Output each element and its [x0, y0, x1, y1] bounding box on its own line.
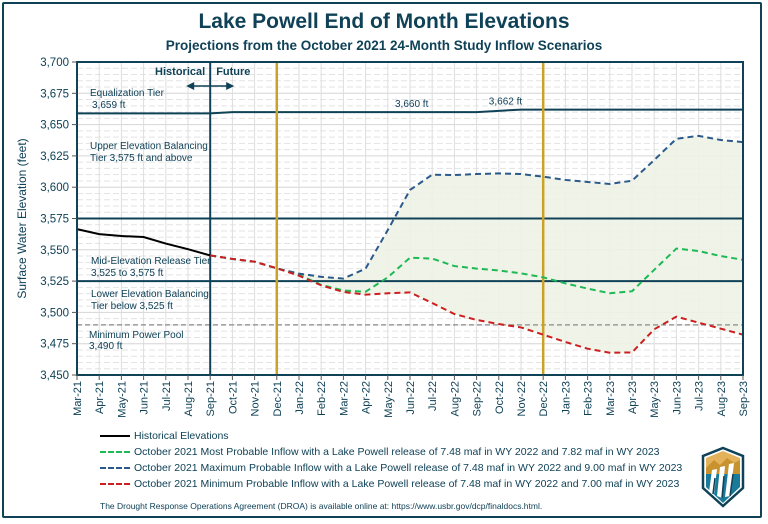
reclamation-logo-icon	[701, 446, 745, 508]
legend-label: October 2021 Most Probable Inflow with a…	[134, 446, 660, 458]
x-tick-label: Sep-21	[205, 381, 217, 416]
y-tick-label: 3,500	[40, 307, 69, 319]
x-tick-label: Oct-21	[227, 381, 239, 414]
x-tick-label: May-21	[116, 381, 128, 418]
legend-item-max-probable: October 2021 Maximum Probable Inflow wit…	[100, 460, 682, 476]
legend-label: Historical Elevations	[134, 430, 229, 442]
x-tick-label: May-23	[649, 381, 661, 418]
x-tick-label: Feb-22	[316, 381, 328, 416]
y-tick-label: 3,675	[40, 88, 69, 100]
x-tick-label: Jul-23	[694, 381, 706, 411]
x-tick-label: Jun-22	[405, 381, 417, 415]
arrow-left-head-icon	[186, 82, 195, 90]
y-tick-label: 3,450	[40, 370, 69, 382]
legend-swatch-min-probable	[100, 483, 130, 485]
legend-item-most-probable: October 2021 Most Probable Inflow with a…	[100, 444, 682, 460]
x-tick-label: Mar-21	[72, 381, 84, 416]
y-tick-label: 3,475	[40, 339, 69, 351]
x-tick-label: Sep-22	[472, 381, 484, 416]
mid-tier-label: Mid-Elevation Release Tier	[91, 256, 211, 267]
power-pool-label: Minimum Power Pool	[89, 330, 183, 341]
y-tick-label: 3,525	[40, 276, 69, 288]
equalization-tier-value: 3,659 ft	[92, 100, 126, 111]
x-tick-label: Jan-23	[560, 381, 572, 415]
x-tick-label: Apr-23	[627, 381, 639, 414]
x-tick-label: Nov-21	[250, 381, 262, 416]
x-tick-label: Mar-22	[338, 381, 350, 416]
legend-swatch-historical	[100, 435, 130, 437]
x-tick-label: Sep-23	[738, 381, 750, 416]
projection-range-band	[210, 135, 743, 353]
x-tick-label: Nov-22	[516, 381, 528, 416]
x-tick-label: Aug-21	[183, 381, 195, 416]
y-tick-label: 3,550	[40, 245, 69, 257]
x-tick-label: Jun-23	[671, 381, 683, 415]
chart-subtitle: Projections from the October 2021 24-Mon…	[165, 38, 603, 53]
x-tick-label: Dec-21	[272, 381, 284, 416]
x-tick-label: Aug-23	[716, 381, 728, 416]
mid-tier-value: 3,525 to 3,575 ft	[91, 268, 164, 279]
historical-label: Historical	[155, 66, 205, 78]
x-tick-label: Mar-23	[605, 381, 617, 416]
x-tick-label: Jun-21	[139, 381, 151, 415]
x-tick-label: Apr-21	[94, 381, 106, 414]
x-tick-label: Oct-22	[494, 381, 506, 414]
x-tick-label: Dec-22	[538, 381, 550, 416]
upper-tier-label: Upper Elevation Balancing	[90, 141, 208, 152]
legend-label: October 2021 Maximum Probable Inflow wit…	[134, 462, 683, 474]
legend-item-historical: Historical Elevations	[100, 428, 682, 444]
legend: Historical Elevations October 2021 Most …	[100, 428, 682, 492]
lower-tier-value: Tier below 3,525 ft	[91, 301, 173, 312]
y-tick-label: 3,575	[40, 214, 69, 226]
y-tick-label: 3,625	[40, 151, 69, 163]
x-tick-label: Jul-21	[161, 381, 173, 411]
arrow-right-head-icon	[226, 82, 235, 90]
x-tick-label: Aug-22	[449, 381, 461, 416]
y-tick-label: 3,700	[40, 57, 69, 69]
y-tick-label: 3,600	[40, 182, 69, 194]
lower-tier-label: Lower Elevation Balancing	[91, 289, 209, 300]
equalization-tier-label: Equalization Tier	[90, 88, 165, 99]
x-tick-label: Feb-23	[583, 381, 595, 416]
x-tick-label: Jul-22	[427, 381, 439, 411]
footnote: The Drought Response Operations Agreemen…	[100, 501, 543, 511]
legend-swatch-most-probable	[100, 451, 130, 453]
power-pool-value: 3,490 ft	[89, 341, 123, 352]
x-tick-label: Apr-22	[361, 381, 373, 414]
eq-3662-label: 3,662 ft	[489, 97, 523, 108]
y-axis-label: Surface Water Elevation (feet)	[15, 138, 29, 298]
legend-label: October 2021 Minimum Probable Inflow wit…	[134, 478, 680, 490]
x-tick-label: Jan-22	[294, 381, 306, 415]
chart-title: Lake Powell End of Month Elevations	[198, 10, 570, 33]
future-label: Future	[216, 66, 250, 78]
upper-tier-value: Tier 3,575 ft and above	[90, 153, 193, 164]
legend-item-min-probable: October 2021 Minimum Probable Inflow wit…	[100, 476, 682, 492]
x-tick-label: May-22	[383, 381, 395, 418]
chart-frame	[2, 2, 762, 518]
equalization-tier-line	[77, 108, 743, 115]
legend-swatch-max-probable	[100, 467, 130, 469]
eq-3660-label: 3,660 ft	[395, 99, 429, 110]
y-tick-label: 3,650	[40, 120, 69, 132]
